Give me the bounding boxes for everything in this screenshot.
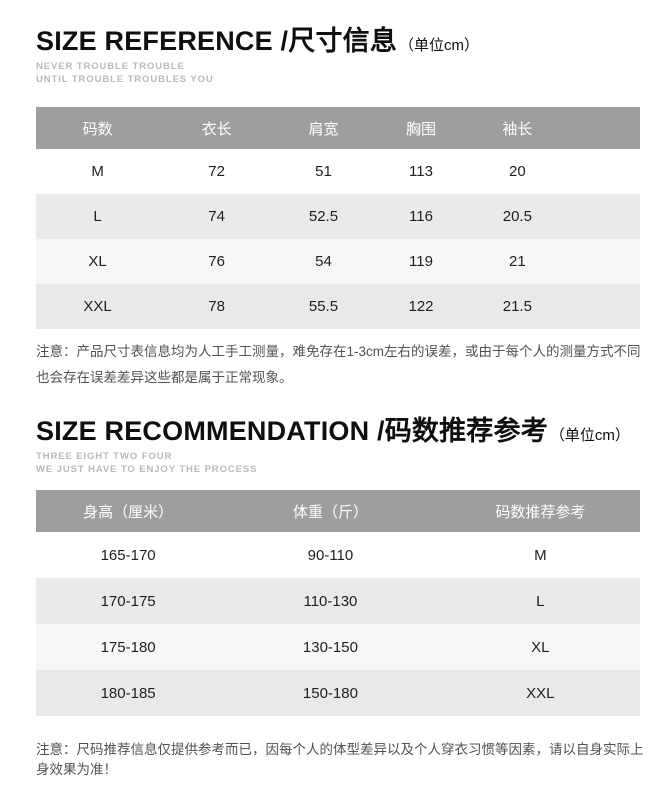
size-recommendation-slogan: THREE EIGHT TWO FOUR WE JUST HAVE TO ENJ…: [36, 451, 640, 475]
table-row: M 72 51 113 20: [36, 149, 640, 194]
column-header: 身高（厘米）: [83, 503, 174, 521]
column-header: 胸围: [406, 120, 437, 138]
size-reference-unit-label: （单位cm）: [399, 37, 480, 54]
table-cell: 52.5: [308, 208, 339, 225]
table-cell: 119: [409, 253, 433, 270]
table-cell: XXL: [83, 298, 112, 315]
table-row: 180-185 150-180 XXL: [36, 670, 640, 716]
table-row: 165-170 90-110 M: [36, 532, 640, 578]
table-cell: 130-150: [302, 638, 358, 656]
column-header: 码数推荐参考: [495, 503, 586, 521]
table-row: XL 76 54 119 21: [36, 239, 640, 284]
slogan-line: THREE EIGHT TWO FOUR: [36, 451, 173, 462]
table-cell: 90-110: [307, 546, 354, 564]
size-recommendation-unit-label: （单位cm）: [549, 427, 630, 444]
table-row: 170-175 110-130 L: [36, 578, 640, 624]
size-recommendation-table: 身高（厘米） 体重（斤） 码数推荐参考 165-170 90-110 M 170…: [36, 490, 640, 716]
size-recommendation-title-row: SIZE RECOMMENDATION /码数推荐参考 （单位cm）: [36, 416, 640, 446]
table-cell: 54: [315, 253, 332, 270]
size-recommendation-section: SIZE RECOMMENDATION /码数推荐参考 （单位cm） THREE…: [36, 416, 644, 780]
table-cell: 76: [208, 253, 225, 270]
size-recommendation-note: 注意：尺码推荐信息仅提供参考而已，因每个人的体型差异以及个人穿衣习惯等因素，请以…: [36, 742, 644, 777]
table-cell: XXL: [526, 684, 555, 702]
table-cell: 116: [409, 208, 433, 225]
table-cell: L: [93, 208, 102, 225]
column-header: 体重（斤）: [292, 503, 368, 521]
table-cell: 110-130: [303, 592, 358, 610]
size-reference-title: SIZE REFERENCE /尺寸信息: [36, 26, 398, 56]
table-cell: 175-180: [100, 638, 156, 656]
table-cell: L: [536, 592, 545, 610]
size-recommendation-table-header-row: 身高（厘米） 体重（斤） 码数推荐参考: [36, 490, 640, 532]
table-row: XXL 78 55.5 122 21.5: [36, 284, 640, 329]
size-reference-slogan: NEVER TROUBLE TROUBLE UNTIL TROUBLE TROU…: [36, 61, 640, 85]
size-reference-section: SIZE REFERENCE /尺寸信息 （单位cm） NEVER TROUBL…: [36, 26, 641, 391]
table-cell: M: [91, 163, 104, 180]
column-header: 码数: [82, 120, 113, 138]
table-cell: 20: [509, 163, 526, 180]
column-header: 肩宽: [308, 120, 339, 138]
table-cell: 74: [208, 208, 225, 225]
column-header: 衣长: [201, 120, 232, 138]
table-cell: 170-175: [100, 592, 156, 610]
table-cell: 180-185: [100, 684, 156, 702]
table-cell: 72: [208, 163, 225, 180]
slogan-line: WE JUST HAVE TO ENJOY THE PROCESS: [36, 464, 258, 475]
table-cell: 51: [315, 163, 332, 180]
table-cell: M: [534, 546, 547, 564]
size-recommendation-title: SIZE RECOMMENDATION /码数推荐参考: [36, 416, 548, 446]
table-cell: 122: [408, 298, 434, 315]
table-cell: 55.5: [308, 298, 339, 315]
column-header: 袖长: [502, 120, 533, 138]
size-chart-page: SIZE REFERENCE /尺寸信息 （单位cm） NEVER TROUBL…: [36, 26, 644, 780]
size-reference-note: 注意：产品尺寸表信息均为人工手工测量，难免存在1-3cm左右的误差，或由于每个人…: [36, 344, 641, 385]
table-cell: 21.5: [502, 298, 532, 315]
table-cell: 78: [208, 298, 225, 315]
table-cell: 21: [509, 253, 526, 270]
table-cell: 165-170: [100, 546, 156, 564]
slogan-line: UNTIL TROUBLE TROUBLES YOU: [36, 74, 214, 85]
size-reference-title-row: SIZE REFERENCE /尺寸信息 （单位cm）: [36, 26, 640, 56]
table-cell: 113: [409, 163, 433, 180]
table-row: L 74 52.5 116 20.5: [36, 194, 640, 239]
table-cell: XL: [531, 638, 550, 656]
table-cell: 150-180: [302, 684, 358, 702]
table-cell: XL: [88, 253, 107, 270]
table-row: 175-180 130-150 XL: [36, 624, 640, 670]
size-reference-table-header-row: 码数 衣长 肩宽 胸围 袖长: [36, 107, 640, 149]
slogan-line: NEVER TROUBLE TROUBLE: [36, 61, 185, 72]
table-cell: 20.5: [502, 208, 532, 225]
size-reference-table: 码数 衣长 肩宽 胸围 袖长 M 72 51 113 20 L 74 52.5 …: [36, 107, 640, 329]
